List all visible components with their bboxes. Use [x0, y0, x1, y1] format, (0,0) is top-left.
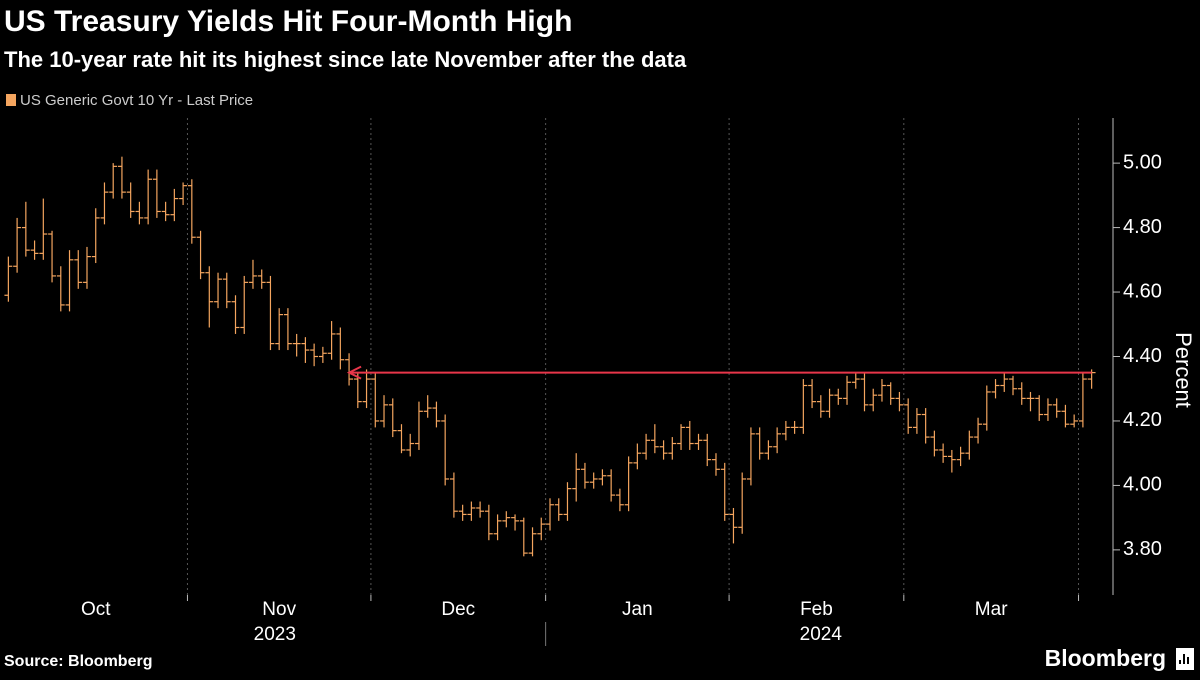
y-axis-label: Percent [1171, 332, 1196, 408]
y-tick-label: 4.60 [1123, 280, 1162, 302]
year-label: 2024 [800, 624, 843, 645]
y-tick-label: 4.20 [1123, 409, 1162, 431]
legend-swatch [6, 94, 16, 106]
chart-title: US Treasury Yields Hit Four-Month High [4, 5, 572, 38]
x-tick-label: Mar [975, 599, 1008, 620]
logo: Bloomberg [1045, 645, 1166, 671]
y-tick-label: 4.00 [1123, 474, 1162, 496]
chart-subtitle: The 10-year rate hit its highest since l… [4, 47, 687, 72]
logo-icon-bars [1179, 654, 1189, 664]
annotation-arrowhead [346, 365, 362, 380]
year-label: 2023 [254, 624, 296, 645]
x-tick-label: Feb [800, 599, 833, 620]
x-tick-label: Dec [441, 599, 475, 620]
legend-label: US Generic Govt 10 Yr - Last Price [20, 92, 253, 109]
y-tick-label: 3.80 [1123, 538, 1162, 560]
x-tick-label: Oct [81, 599, 111, 620]
logo-icon [1176, 648, 1194, 670]
y-tick-label: 5.00 [1123, 151, 1162, 173]
x-tick-label: Jan [622, 599, 653, 620]
y-tick-label: 4.40 [1123, 345, 1162, 367]
x-tick-label: Nov [262, 599, 296, 620]
source: Source: Bloomberg [4, 653, 152, 670]
y-tick-label: 4.80 [1123, 216, 1162, 238]
